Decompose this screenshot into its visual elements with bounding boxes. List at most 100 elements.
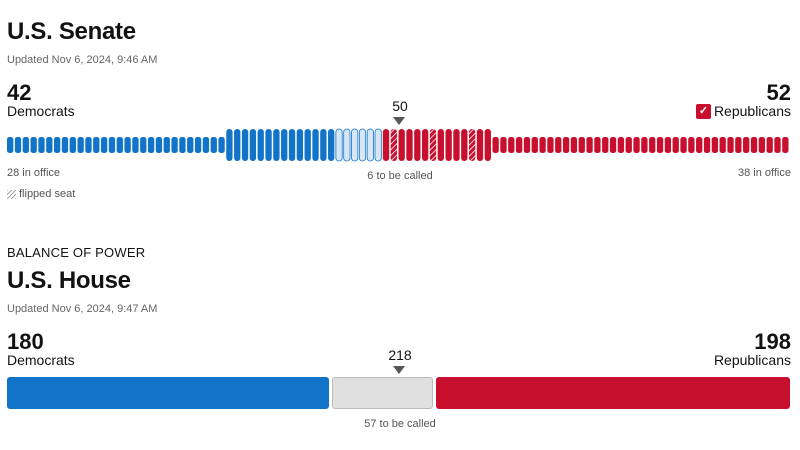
- senate-seat-rep: [782, 137, 789, 153]
- senate-seat-rep: [743, 137, 750, 153]
- senate-seat-dem: [85, 137, 92, 153]
- house-title: U.S. House: [7, 267, 131, 294]
- senate-seat-dem: [116, 137, 123, 153]
- senate-seat-rep: [680, 137, 687, 153]
- senate-seat-dem: [194, 137, 202, 153]
- house-to-be-called: 57 to be called: [364, 418, 436, 430]
- senate-seat-dem: [14, 137, 22, 153]
- senate-seat-dem: [320, 129, 327, 161]
- house-dem-segment: [7, 377, 329, 409]
- senate-seat-dem: [304, 129, 311, 161]
- senate-seat-rep: [719, 137, 726, 153]
- senate-seat-rep: [453, 129, 460, 161]
- senate-updated-time: Updated Nov 6, 2024, 9:46 AM: [7, 54, 158, 66]
- senate-seat-rep: [421, 129, 429, 161]
- senate-seat-dem: [187, 137, 194, 153]
- senate-seat-rep-flipped: [468, 129, 476, 161]
- senate-seat-dem: [163, 137, 170, 153]
- senate-seat-chart: [7, 128, 789, 162]
- senate-seat-dem: [312, 129, 319, 161]
- senate-seat-rep: [461, 129, 468, 161]
- house-majority-marker: [393, 366, 405, 374]
- senate-seat-rep: [703, 137, 711, 153]
- senate-seat-pending: [358, 128, 367, 162]
- senate-majority-marker: [393, 117, 405, 125]
- senate-seat-dem: [69, 137, 76, 153]
- senate-seat-rep: [484, 129, 491, 161]
- flipped-seat-legend-label: flipped seat: [19, 188, 76, 200]
- senate-seat-dem: [179, 137, 186, 153]
- senate-seat-rep: [641, 137, 648, 153]
- senate-rep-header: ✓ Republicans: [695, 103, 791, 119]
- senate-seat-dem: [155, 137, 163, 153]
- senate-seat-rep: [735, 137, 742, 153]
- senate-seat-rep: [586, 137, 593, 153]
- senate-seat-rep-flipped: [429, 129, 437, 161]
- senate-seat-rep: [523, 137, 531, 153]
- senate-seat-pending: [366, 128, 374, 162]
- senate-rep-count: 52: [766, 80, 791, 105]
- senate-seat-rep: [570, 137, 578, 153]
- senate-seat-rep: [750, 137, 758, 153]
- senate-seat-dem: [226, 129, 233, 161]
- senate-seat-dem: [273, 129, 280, 161]
- senate-seat-rep: [562, 137, 570, 153]
- senate-seat-dem: [53, 137, 61, 153]
- house-pending-segment: [331, 377, 434, 409]
- senate-seat-rep: [476, 129, 484, 161]
- house-dem-count: 180: [7, 329, 44, 354]
- house-rep-count: 198: [754, 329, 791, 354]
- senate-seat-rep: [758, 137, 766, 153]
- senate-seat-dem: [132, 137, 139, 153]
- senate-rep-label: Republicans: [713, 103, 791, 119]
- senate-seat-dem: [46, 137, 53, 153]
- senate-seat-dem: [108, 137, 116, 153]
- senate-seat-dem: [61, 137, 69, 153]
- senate-seat-dem: [265, 129, 272, 161]
- senate-rep-in-office: 38 in office: [737, 167, 791, 179]
- house-seat-bar: [7, 377, 790, 409]
- house-updated-time: Updated Nov 6, 2024, 9:47 AM: [7, 303, 158, 315]
- senate-seat-rep: [656, 137, 664, 153]
- senate-seat-rep: [696, 137, 703, 153]
- senate-seat-rep: [774, 137, 781, 153]
- senate-seat-dem: [77, 137, 84, 153]
- senate-seat-rep: [766, 137, 773, 153]
- senate-dem-in-office: 28 in office: [7, 167, 61, 179]
- senate-seat-dem: [249, 129, 257, 161]
- senate-seat-rep: [539, 137, 546, 153]
- senate-seat-pending: [351, 128, 359, 162]
- senate-seat-rep: [382, 129, 390, 161]
- house-majority-number: 218: [388, 347, 412, 363]
- senate-seat-rep-flipped: [390, 129, 397, 161]
- senate-seat-dem: [328, 129, 335, 161]
- senate-seat-dem: [218, 137, 225, 153]
- senate-seat-rep: [398, 129, 405, 161]
- senate-seat-dem: [234, 129, 241, 161]
- senate-seat-dem: [281, 129, 288, 161]
- senate-seat-pending: [343, 128, 351, 162]
- senate-seat-rep: [445, 129, 452, 161]
- flipped-seat-legend: flipped seat: [7, 188, 75, 200]
- senate-seat-rep: [414, 129, 421, 161]
- senate-seat-dem: [22, 137, 29, 153]
- senate-seat-dem: [93, 137, 100, 153]
- senate-seat-rep: [406, 129, 413, 161]
- hatched-swatch-icon: [7, 189, 16, 199]
- balance-of-power-kicker: BALANCE OF POWER: [7, 245, 146, 260]
- senate-seat-rep: [609, 137, 617, 153]
- senate-to-be-called: 6 to be called: [367, 170, 433, 182]
- senate-seat-rep: [515, 137, 523, 153]
- senate-dem-count: 42: [7, 80, 32, 105]
- senate-seat-dem: [202, 137, 210, 153]
- senate-seat-rep: [727, 137, 734, 153]
- house-dem-label: Democrats: [7, 352, 75, 368]
- senate-seat-rep: [688, 137, 695, 153]
- senate-seat-rep: [711, 137, 719, 153]
- senate-seat-dem: [171, 137, 178, 153]
- senate-seat-dem: [296, 129, 304, 161]
- senate-seat-dem: [288, 129, 296, 161]
- senate-seat-dem: [38, 137, 45, 153]
- senate-seat-rep: [633, 137, 640, 153]
- senate-seat-dem: [30, 137, 37, 153]
